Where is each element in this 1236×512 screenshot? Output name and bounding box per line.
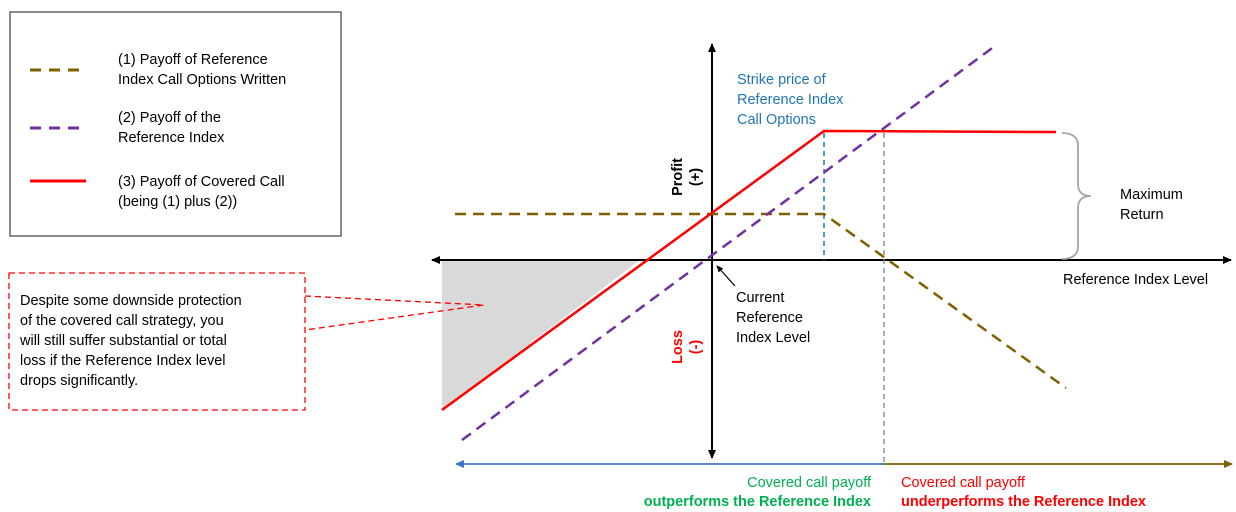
strike-label-2: Reference Index [737,92,844,108]
legend: (1) Payoff of Reference Index Call Optio… [9,11,342,237]
outperform-line-1: Covered call payoff [747,475,872,491]
maximum-return-brace [1061,132,1092,260]
outperform-line-2: outperforms the Reference Index [644,494,871,510]
strike-label-3: Call Options [737,112,816,128]
x-axis-label: Reference Index Level [1063,272,1208,288]
legend-label-3b: (being (1) plus (2)) [118,194,237,210]
callout-line-4: loss if the Reference Index level [20,353,226,369]
callout-line-5: drops significantly. [20,373,138,389]
legend-label-1a: (1) Payoff of Reference [118,52,268,68]
underperform-line-2: underperforms the Reference Index [901,494,1146,510]
legend-label-2b: Reference Index [118,130,225,146]
loss-label-word: Loss [670,330,686,364]
callout-line-2: of the covered call strategy, you [20,313,224,329]
callout-frame [8,272,306,411]
legend-label-1b: Index Call Options Written [118,72,286,88]
call-options-written-payoff [455,212,1067,390]
callout-line-3: will still suffer substantial or total [19,333,227,349]
current-level-line-2: Reference [736,310,803,326]
loss-label-sign: (-) [688,340,704,355]
covered-call-payoff [441,129,1057,412]
legend-label-3a: (3) Payoff of Covered Call [118,174,285,190]
max-return-line-1: Maximum [1120,187,1183,203]
profit-label: Profit (+) [670,158,704,196]
strike-label-1: Strike price of [737,72,827,88]
current-level-line-1: Current [736,290,784,306]
current-level-pointer [716,265,736,287]
legend-frame [9,11,342,237]
max-return-line-2: Return [1120,207,1164,223]
profit-label-word: Profit [670,158,686,196]
profit-label-sign: (+) [688,168,704,186]
underperform-line-1: Covered call payoff [901,475,1026,491]
callout-line-1: Despite some downside protection [20,293,242,309]
downside-callout: Despite some downside protection of the … [8,272,485,411]
reference-index-payoff [461,44,996,442]
legend-label-2a: (2) Payoff of the [118,110,221,126]
loss-label: Loss (-) [670,330,704,364]
current-level-line-3: Index Level [736,330,810,346]
